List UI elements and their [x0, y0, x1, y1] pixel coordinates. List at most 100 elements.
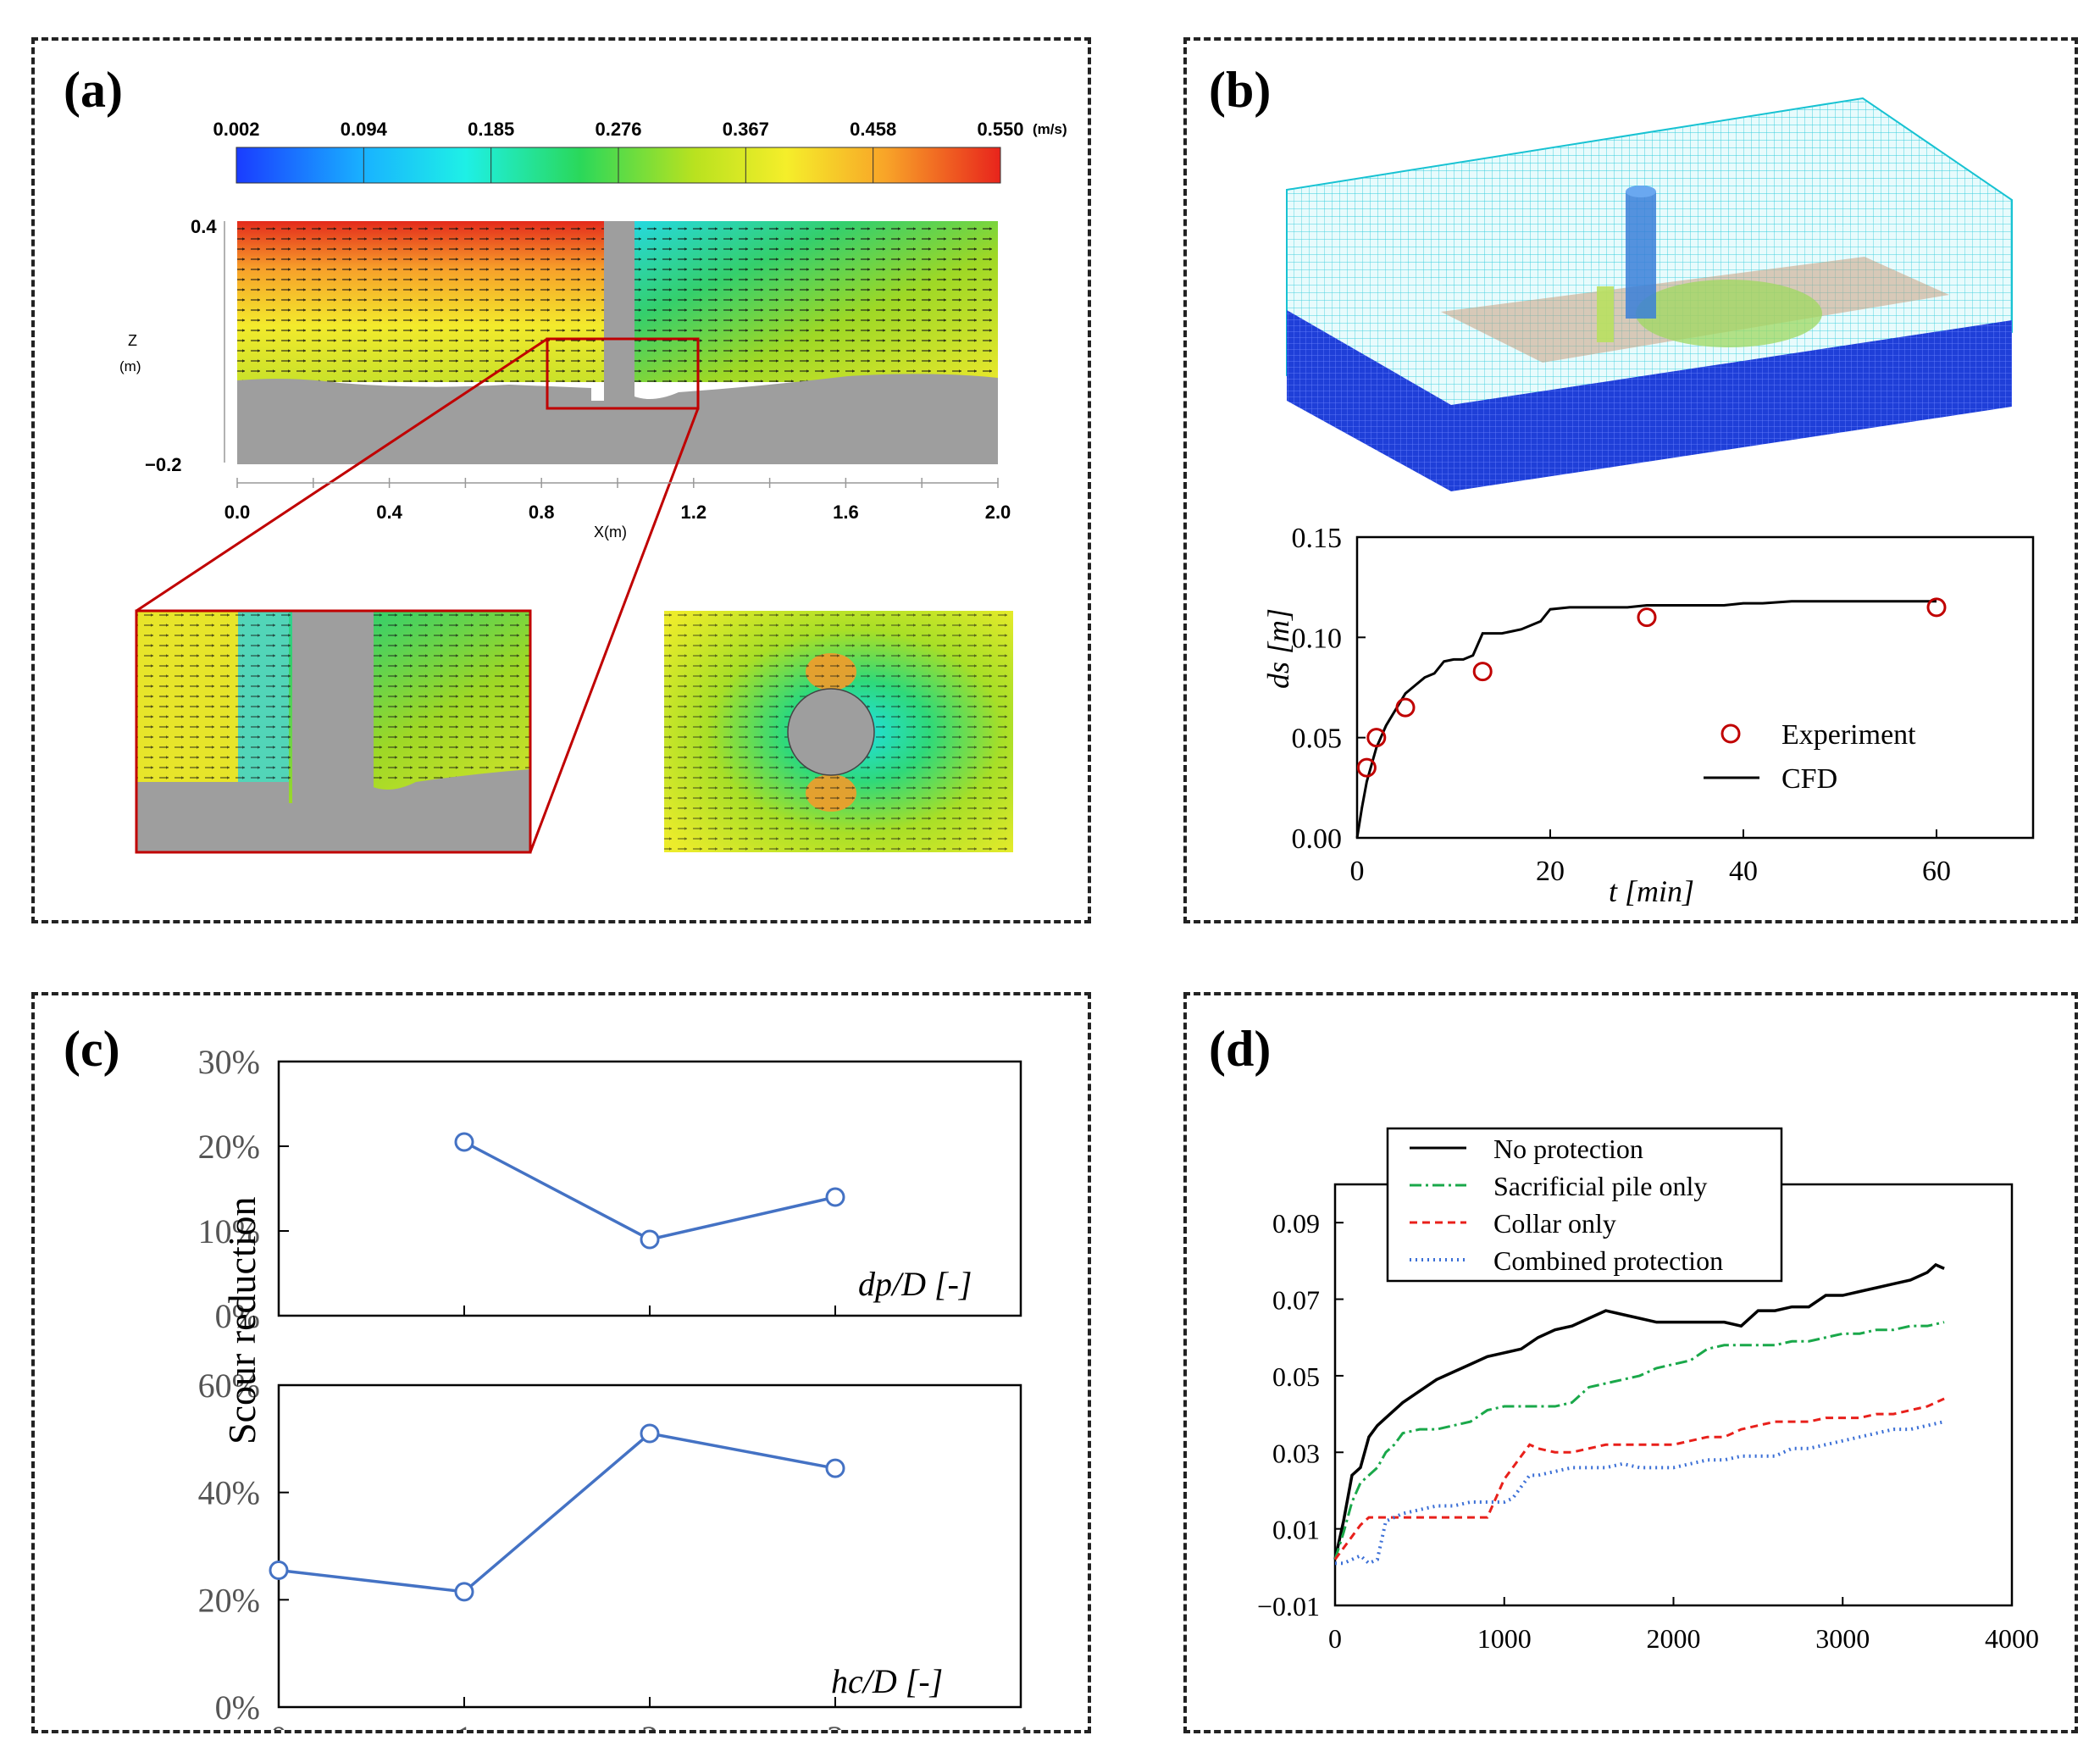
- colorbar-tick-label: 0.185: [468, 119, 514, 140]
- y-tick-label: 30%: [198, 1043, 260, 1081]
- x-ticks: 0.0 0.4 0.8 1.2 1.6 2.0: [224, 478, 1011, 523]
- x-tick-label: 1.2: [681, 502, 707, 523]
- y-axis-unit: (m): [119, 358, 141, 374]
- x-tick-label: 0: [1328, 1623, 1342, 1654]
- sacrificial-pile-line: [1333, 1321, 1945, 1561]
- y-tick-label: 20%: [198, 1128, 260, 1166]
- data-point: [825, 1187, 845, 1207]
- colorbar-unit: (m/s): [1033, 121, 1067, 137]
- y-tick-label: 0.15: [1292, 523, 1343, 554]
- chart-d-y-ticks: −0.01 0.01 0.03 0.05 0.07 0.09: [1257, 1208, 1344, 1622]
- y-tick-label: 0.00: [1292, 823, 1343, 855]
- x-tick-label: 1: [456, 1719, 473, 1730]
- chart-b-y-ticks: 0.00 0.05 0.10 0.15: [1292, 523, 1366, 855]
- colorbar-tick-label: 0.276: [595, 119, 641, 140]
- legend-label-cfd: CFD: [1781, 763, 1837, 795]
- series-line: [278, 1432, 836, 1594]
- experiment-point: [1637, 607, 1657, 628]
- data-point: [640, 1229, 660, 1250]
- x-tick-label: 4000: [1985, 1623, 2039, 1654]
- legend-label-sacrificial-pile: Sacrificial pile only: [1493, 1171, 1707, 1201]
- chart-c-top-annotation: dp/D [-]: [858, 1265, 972, 1303]
- panel-c: (c) 0% 10% 20% 30% 0% 20% 40% 60% 0 1 2 3 4 dp/D […: [31, 992, 1091, 1733]
- x-tick-label: 0: [270, 1719, 287, 1730]
- panel-a: (a) 0.002 0.094 0.185 0.276 0.367 0.458 0.550 …: [31, 37, 1091, 923]
- panel-label: (d): [1209, 1021, 1271, 1077]
- x-tick-label: 0.0: [224, 502, 251, 523]
- panel-c-svg: (c) 0% 10% 20% 30% 0% 20% 40% 60% 0 1 2 3 4 dp/D […: [64, 1021, 1029, 1730]
- legend-label-collar: Collar only: [1493, 1208, 1616, 1239]
- chart-b-frame: [1355, 535, 2035, 840]
- chart-b-x-axis-label: t [min]: [1609, 874, 1694, 908]
- y-tick-label: 0.09: [1272, 1208, 1320, 1239]
- no-protection-line: [1333, 1262, 1945, 1561]
- legend-label-combined: Combined protection: [1493, 1245, 1723, 1276]
- x-tick-label: 1.6: [833, 502, 859, 523]
- x-tick-label: 0.4: [376, 502, 402, 523]
- panel-b-svg: (b) 0.00 0.05 0.10 0.15 0 20 40 60 ds [m] t [m…: [1209, 62, 2035, 908]
- chart-c-top-plot: [454, 1132, 845, 1316]
- zoom-box: [546, 337, 700, 410]
- experiment-point: [1356, 757, 1377, 778]
- top-view-pile: [787, 688, 875, 776]
- chart-b-x-ticks: 0 20 40 60: [1350, 829, 1951, 887]
- colorbar-tick-label: 0.002: [213, 119, 259, 140]
- x-tick-label: 20: [1536, 856, 1565, 887]
- experiment-point: [1472, 662, 1493, 682]
- chart-d-legend: [1386, 1127, 1783, 1283]
- y-tick-label: 0.07: [1272, 1285, 1320, 1316]
- x-tick-label: 3: [827, 1719, 844, 1730]
- chart-c-bottom-y-ticks: 0% 20% 40% 60%: [198, 1367, 289, 1727]
- zoom-connector-left: [136, 337, 548, 613]
- series-line: [463, 1140, 836, 1241]
- panel-label: (a): [64, 62, 123, 118]
- y-tick-label: 20%: [198, 1581, 260, 1619]
- chart-c-top-y-ticks: 0% 10% 20% 30%: [198, 1043, 289, 1335]
- legend-label-no-protection: No protection: [1493, 1134, 1643, 1164]
- x-tick-label: 1000: [1477, 1623, 1532, 1654]
- inset-border: [135, 609, 532, 854]
- y-tick-label: 0.05: [1292, 723, 1343, 755]
- data-point: [454, 1582, 474, 1602]
- panel-d-svg: (d) −0.01 0.01 0.03 0.05 0.07 0.09 0 1000 2000 3…: [1209, 1021, 2039, 1654]
- colorbar-ticks: 0.002 0.094 0.185 0.276 0.367 0.458 0.550: [213, 119, 1024, 183]
- x-tick-label: 3000: [1815, 1623, 1870, 1654]
- x-tick-label: 2: [641, 1719, 658, 1730]
- collar-only-line: [1333, 1397, 1945, 1561]
- chart-b-y-axis-label: ds [m]: [1261, 608, 1295, 689]
- x-tick-label: 0: [1350, 856, 1365, 887]
- colorbar-tick-label: 0.094: [341, 119, 388, 140]
- panel-label: (b): [1209, 62, 1271, 118]
- legend-marker-experiment: [1720, 723, 1741, 744]
- y-tick-label: 0.10: [1292, 623, 1343, 654]
- x-tick-label: 60: [1922, 856, 1951, 887]
- x-tick-label: 2000: [1647, 1623, 1701, 1654]
- pile: [604, 221, 634, 399]
- chart-c-bottom-plot: [269, 1423, 845, 1707]
- legend-label-experiment: Experiment: [1781, 719, 1916, 751]
- chart-d-x-ticks: 0 1000 2000 3000 4000: [1328, 1597, 2039, 1654]
- data-point: [454, 1132, 474, 1152]
- chart-c-bottom-annotation: hc/D [-]: [831, 1662, 943, 1700]
- y-tick-label: −0.01: [1257, 1591, 1320, 1622]
- panel-b: (b) 0.00 0.05 0.10 0.15 0 20 40 60 ds [m] t [m…: [1183, 37, 2078, 923]
- y-tick-label: 60%: [198, 1367, 260, 1405]
- chart-c-y-axis-label: Scour reduction: [220, 1196, 263, 1444]
- data-point: [269, 1561, 289, 1580]
- x-tick-label: 0.8: [529, 502, 555, 523]
- y-tick-label: 0.05: [1272, 1361, 1320, 1392]
- y-tick-label: 10%: [198, 1212, 260, 1250]
- experiment-point: [1366, 728, 1387, 748]
- colorbar-tick-label: 0.550: [977, 119, 1023, 140]
- y-tick-label: 0.4: [191, 216, 217, 237]
- data-point: [640, 1423, 660, 1444]
- y-tick-label: 40%: [198, 1474, 260, 1512]
- chart-b-plot-area: [1355, 597, 1947, 839]
- x-axis-label: X(m): [594, 524, 627, 541]
- y-tick-label: 0.01: [1272, 1515, 1320, 1545]
- x-tick-label: 4: [1012, 1719, 1029, 1730]
- panel-a-svg: (a) 0.002 0.094 0.185 0.276 0.367 0.458 0.550 …: [64, 62, 1067, 854]
- y-axis-label: Z: [128, 332, 137, 349]
- x-tick-label: 2.0: [985, 502, 1011, 523]
- inset-pile: [292, 611, 374, 852]
